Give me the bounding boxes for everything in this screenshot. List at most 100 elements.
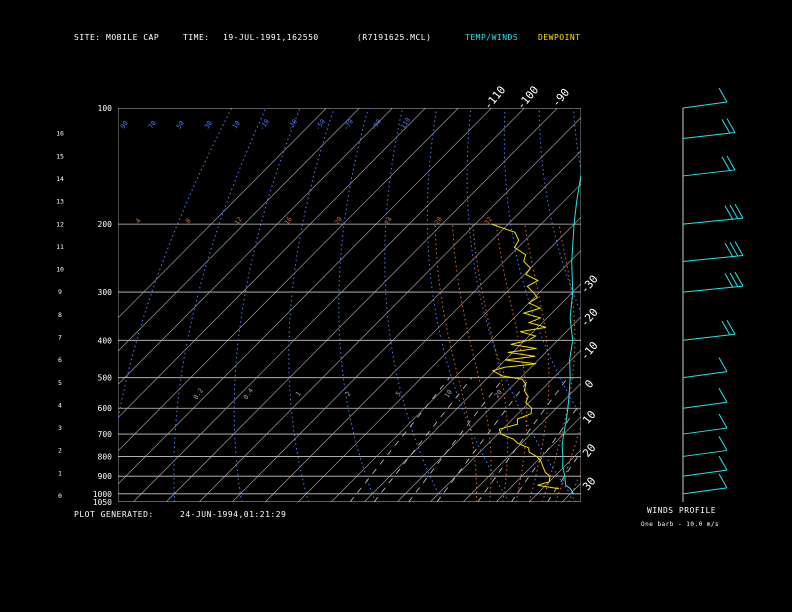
moist-adiabat	[568, 469, 581, 502]
height-label: 7	[58, 333, 62, 341]
wind-barb-flag	[729, 272, 739, 288]
isobar-label: 1000	[93, 490, 112, 499]
isotherm-line	[430, 349, 581, 502]
height-label: 16	[56, 130, 64, 138]
isotherm-line	[118, 108, 426, 419]
mixing-ratio-label: 1	[294, 390, 303, 398]
dry-adiabat-label: 50	[175, 119, 186, 130]
isotherm-label: 0	[582, 377, 596, 390]
wind-barb	[682, 487, 728, 495]
wind-barb-flag	[721, 156, 731, 171]
dry-adiabat	[572, 108, 581, 173]
isotherm-label: 10	[580, 408, 598, 427]
isotherm-line	[397, 316, 581, 502]
wind-barb-flag	[729, 242, 739, 257]
wind-barb-flag	[734, 203, 744, 219]
height-label: 8	[58, 311, 62, 319]
dry-adiabat-label: 90	[119, 119, 130, 130]
dry-adiabat	[384, 108, 443, 502]
dry-adiabat	[608, 108, 792, 502]
height-label: 14	[56, 175, 64, 183]
isotherm-line	[118, 108, 327, 319]
isotherm-line	[562, 482, 581, 502]
wind-barb-flag	[724, 273, 734, 288]
dry-adiabat	[538, 108, 581, 314]
wind-barb-flag	[718, 413, 728, 429]
wind-barb-flag	[726, 155, 736, 171]
site-label: SITE:	[74, 33, 101, 42]
wind-barb-flag	[734, 241, 744, 256]
moist-adiabat-label: 28	[433, 215, 444, 226]
wind-barb	[682, 371, 728, 379]
isobar-label: 500	[98, 374, 113, 383]
height-label: 3	[58, 424, 62, 432]
isotherm-line	[496, 416, 581, 502]
isobar-label: 300	[98, 288, 113, 297]
moist-adiabat	[472, 224, 509, 502]
wind-barb	[682, 255, 744, 263]
mixing-ratio-line	[436, 377, 531, 502]
wind-barb	[682, 132, 736, 140]
time-value: 19-JUL-1991,162550	[223, 33, 319, 42]
moist-adiabat-label: 16	[283, 215, 294, 226]
isobar-label: 900	[98, 472, 113, 481]
dry-adiabat	[426, 108, 510, 502]
wind-barb	[682, 469, 728, 477]
isobar-label: 800	[98, 452, 113, 461]
isobar-label: 200	[98, 220, 113, 229]
mixing-ratio-line	[511, 401, 581, 502]
wind-barb	[682, 427, 728, 435]
isotherm-line	[232, 150, 581, 502]
height-label: 1	[58, 469, 62, 477]
isotherm-line	[463, 382, 581, 502]
isobar-label: 700	[98, 430, 113, 439]
isotherm-label: 30	[580, 475, 598, 494]
mixing-ratio-line	[373, 377, 473, 502]
moist-adiabat-label: 20	[333, 215, 344, 226]
isotherm-label: -100	[514, 83, 541, 112]
isobar-label: 1050	[93, 498, 112, 507]
isotherm-line	[265, 183, 581, 502]
mixing-ratio-label: 0.4	[242, 387, 255, 401]
height-label: 6	[58, 356, 62, 364]
wind-barb-flag	[721, 119, 731, 134]
dry-adiabat-label: -10	[258, 118, 271, 132]
height-label: 0	[58, 492, 62, 500]
wind-barb	[682, 101, 728, 109]
isobar-label: 600	[98, 404, 113, 413]
isotherm-label: -20	[578, 306, 601, 330]
file-name: (R7191625.MCL)	[357, 33, 432, 42]
isotherm-line	[298, 216, 581, 502]
isotherm-label: -10	[578, 339, 601, 363]
winds-profile-title: WINDS PROFILE	[647, 506, 717, 515]
moist-adiabat-label: 8	[184, 217, 193, 225]
wind-barb	[682, 285, 744, 293]
wind-barb-flag	[721, 320, 731, 336]
wind-barb-flag	[724, 205, 734, 220]
dry-adiabat-label: 30	[203, 119, 214, 130]
dry-adiabat-label: -110	[397, 116, 413, 133]
wind-barb-flag	[734, 271, 744, 287]
isotherm-line	[133, 108, 525, 502]
legend-dewpoint: DEWPOINT	[538, 33, 581, 42]
mixing-ratio-line	[477, 377, 569, 502]
wind-barb-flag	[724, 242, 734, 258]
wind-barb-flag	[729, 204, 739, 220]
moist-adiabat	[541, 224, 576, 502]
mixing-ratio-label: 5	[394, 390, 403, 398]
height-label: 13	[56, 198, 64, 206]
isotherm-line	[364, 283, 581, 502]
moist-adiabat-label: 24	[383, 215, 394, 226]
moist-adiabat-label: 4	[134, 217, 143, 225]
dry-adiabat-label: -70	[342, 118, 355, 132]
height-label: 9	[58, 288, 62, 296]
moist-adiabat-label: 32	[483, 215, 494, 226]
height-label: 12	[56, 220, 64, 228]
legend-temp: TEMP/WINDS	[465, 33, 519, 42]
isotherm-line	[199, 117, 581, 502]
isotherm-label: -110	[481, 83, 508, 112]
wind-barb-flag	[718, 387, 728, 403]
height-label: 15	[56, 152, 64, 160]
wind-barb	[682, 217, 744, 225]
